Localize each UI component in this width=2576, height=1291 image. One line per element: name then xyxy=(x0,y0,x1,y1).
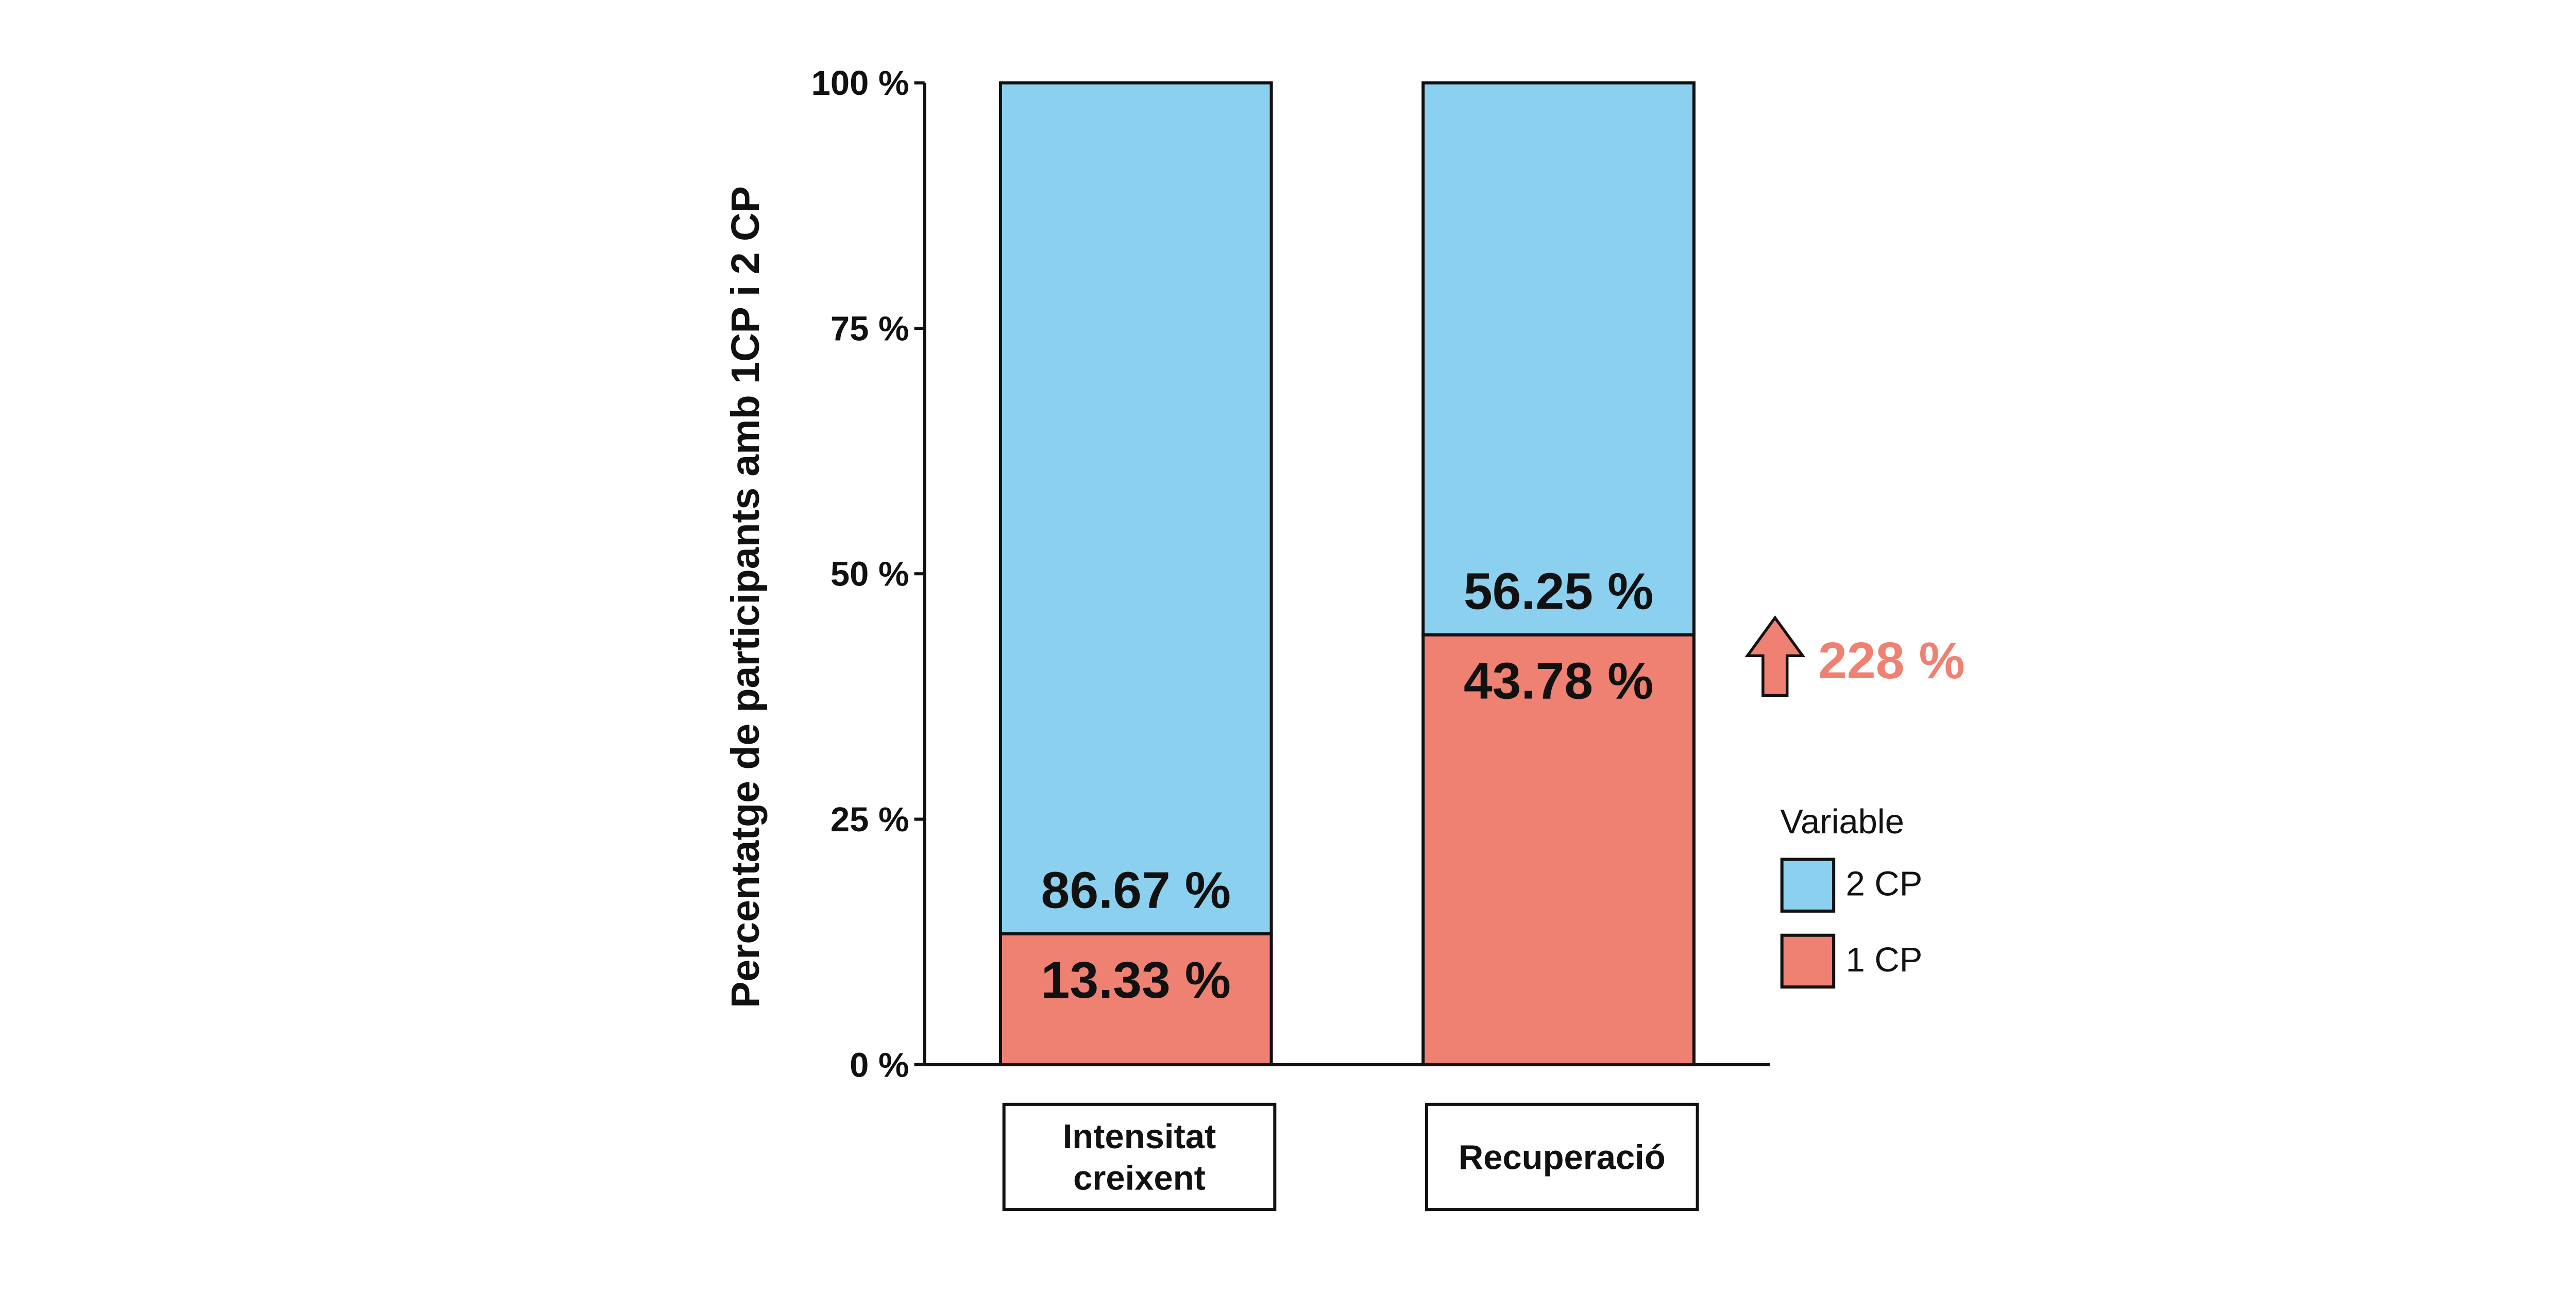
y-axis-title: Percentatge de participants amb 1CP i 2 … xyxy=(723,186,768,1008)
x-category-box xyxy=(1002,1102,1277,1212)
x-tick-label-line: Intensitat xyxy=(1063,1117,1216,1156)
bar-segment-1cp-1 xyxy=(1421,633,1696,1066)
legend-swatch xyxy=(1780,933,1836,989)
data-label-1cp: 13.33 % xyxy=(1041,951,1231,1009)
y-tick-label: 25 % xyxy=(831,800,909,839)
data-label-1cp: 43.78 % xyxy=(1464,652,1654,710)
x-category-box xyxy=(1425,1102,1699,1212)
x-tick-label-line: creixent xyxy=(1073,1159,1206,1198)
y-tick-label: 100 % xyxy=(811,64,909,103)
x-tick-label: Intensitat creixent xyxy=(1063,1117,1216,1197)
y-tick-label: 0 % xyxy=(850,1046,909,1084)
data-label-2cp: 56.25 % xyxy=(1464,563,1654,621)
legend-title: Variable xyxy=(1780,802,1904,841)
legend-label: 1 CP xyxy=(1846,941,1923,979)
data-label-2cp: 86.67 % xyxy=(1041,862,1231,919)
legend-label: 2 CP xyxy=(1846,865,1923,903)
y-tick-label: 75 % xyxy=(831,309,909,348)
legend-swatch xyxy=(1780,858,1836,913)
bar-segment-1cp-0 xyxy=(998,932,1273,1066)
bar-segment-2cp-1 xyxy=(1421,81,1696,636)
x-tick-label-line: Recuperació xyxy=(1459,1138,1666,1177)
x-tick-label: Recuperació xyxy=(1459,1138,1666,1177)
annotation-label: 228 % xyxy=(1818,632,1965,690)
bar-segment-2cp-0 xyxy=(998,81,1273,935)
arrow-up-icon xyxy=(1744,615,1806,697)
y-tick-label: 50 % xyxy=(831,555,909,594)
